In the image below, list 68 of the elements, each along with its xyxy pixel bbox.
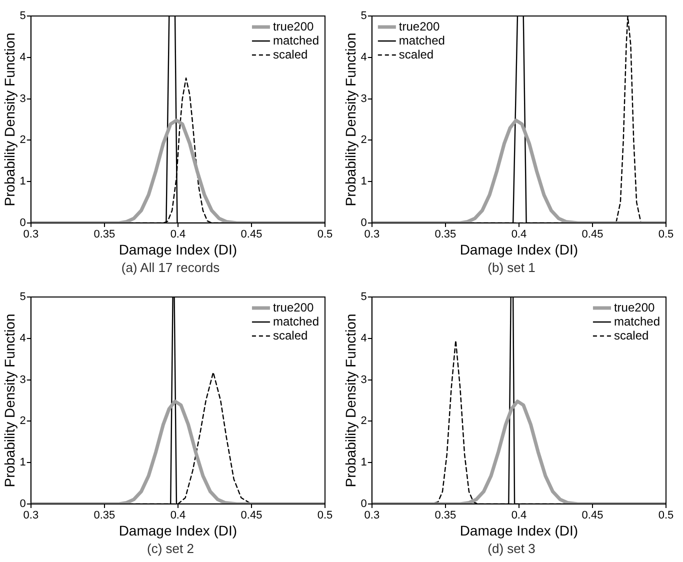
x-tick-label: 0.45 [582,228,604,241]
y-tick-label: 5 [360,10,367,22]
x-tick-label: 0.3 [364,228,380,241]
legend-label: scaled [272,47,308,62]
text: (b) set 1 [486,259,536,277]
text: (d) set 3 [486,540,536,558]
y-tick-label: 0 [20,217,26,230]
y-tick-label: 2 [20,415,26,428]
legend-label: matched [614,314,660,328]
x-tick-label: 0.3 [23,228,39,241]
y-tick-label: 1 [360,456,367,469]
y-tick-label: 1 [360,176,367,188]
legend-label: true200 [272,300,314,314]
x-tick-label: 0.45 [582,510,604,522]
y-tick-label: 0 [20,498,26,510]
legend-label: scaled [398,47,434,62]
y-tick-label: 3 [360,92,367,105]
y-tick-label: 5 [20,10,26,22]
y-axis-title: Probability Density Function [342,314,358,488]
y-tick-label: 3 [20,92,26,105]
x-tick-label: 0.35 [94,510,116,522]
x-tick-label: 0.5 [658,510,674,522]
y-tick-label: 3 [360,374,367,386]
legend-label: scaled [272,328,308,342]
y-tick-label: 5 [360,291,367,304]
x-axis-title: Damage Index (DI) [118,241,238,258]
y-tick-label: 4 [360,332,367,344]
x-tick-label: 0.45 [240,228,262,241]
x-tick-label: 0.4 [170,228,186,241]
legend-label: scaled [614,328,649,342]
x-axis-title: Damage Index (DI) [460,241,578,258]
y-axis-title: Probability Density Function [342,32,358,206]
y-tick-label: 4 [20,51,26,64]
legend-label: true200 [398,19,440,34]
y-tick-label: 0 [360,217,367,230]
x-tick-label: 0.5 [658,228,674,241]
x-tick-label: 0.4 [511,510,527,522]
y-tick-label: 2 [360,415,367,428]
y-axis-title: Probability Density Function [1,314,18,488]
legend-label: matched [272,33,320,48]
legend-label: matched [272,314,320,328]
y-tick-label: 2 [360,134,367,146]
x-axis-title: Damage Index (DI) [460,522,578,538]
x-tick-label: 0.4 [511,228,527,241]
x-axis-title: Damage Index (DI) [118,522,238,538]
x-tick-label: 0.35 [94,228,116,241]
x-tick-label: 0.5 [317,228,333,241]
text: (a) All 17 records [120,259,221,277]
legend-label: matched [398,33,445,48]
y-tick-label: 0 [360,498,367,510]
x-tick-label: 0.3 [23,510,39,522]
x-tick-label: 0.3 [364,510,380,522]
y-tick-label: 1 [20,456,26,469]
text: (c) set 2 [146,540,195,558]
legend-label: true200 [614,300,655,314]
x-tick-label: 0.4 [170,510,186,522]
legend-label: true200 [272,19,314,34]
x-tick-label: 0.35 [434,228,456,241]
y-tick-label: 2 [20,134,26,146]
x-tick-label: 0.5 [317,510,333,522]
y-tick-label: 4 [360,51,367,64]
x-tick-label: 0.35 [434,510,456,522]
y-tick-label: 5 [20,291,26,304]
x-tick-label: 0.45 [240,510,262,522]
y-axis-title: Probability Density Function [1,32,18,206]
y-tick-label: 4 [20,332,26,344]
y-tick-label: 1 [20,176,26,188]
y-tick-label: 3 [20,374,26,386]
